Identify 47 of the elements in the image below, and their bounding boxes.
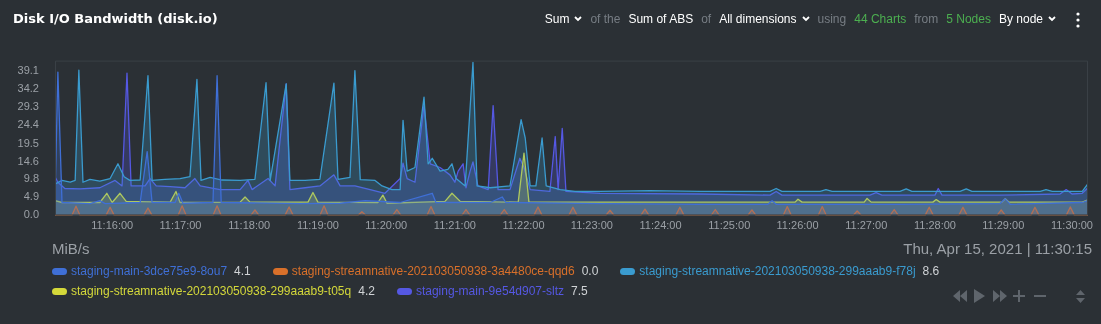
x-tick-label: 11:16:00: [91, 219, 134, 232]
y-tick-label: 24.4: [17, 118, 39, 131]
x-tick-label: 11:18:00: [228, 219, 271, 232]
text: Sum: [544, 12, 570, 26]
legend-label: staging-streamnative-202103050938-3a4480ce-qqd6: [291, 264, 575, 278]
y-tick-label: 9.8: [23, 172, 39, 185]
text: 7.5: [571, 284, 588, 298]
x-tick-label: 11:22:00: [502, 219, 545, 232]
text: 44 Charts: [854, 12, 907, 26]
chart-title: Disk I/O Bandwidth (disk.io): [13, 11, 218, 26]
x-tick-label: 11:25:00: [708, 219, 751, 232]
y-tick-label: 0.0: [23, 208, 39, 221]
text: Sum of ABS: [628, 12, 694, 26]
text: 5 Nodes: [946, 12, 991, 26]
text: 8.6: [922, 264, 940, 278]
x-tick-label: 11:17:00: [159, 219, 202, 232]
x-tick-label: 11:24:00: [639, 219, 682, 232]
y-tick-label: 14.6: [17, 154, 39, 167]
x-tick-label: 11:29:00: [982, 219, 1025, 232]
text: 0.0: [581, 264, 599, 278]
x-tick-label: 11:30:00: [1050, 219, 1093, 232]
x-tick-label: 11:20:00: [365, 219, 408, 232]
x-tick-label: 11:23:00: [570, 219, 613, 232]
y-tick-label: 34.2: [17, 82, 39, 95]
x-tick-label: 11:26:00: [776, 219, 819, 232]
text: Thu, Apr 15, 2021 | 11:30:15: [903, 240, 1092, 257]
x-tick-label: 11:21:00: [433, 219, 476, 232]
text: of the: [590, 12, 621, 26]
text: By node: [998, 12, 1043, 26]
y-tick-label: 4.9: [23, 190, 39, 203]
y-tick-label: 19.5: [17, 136, 39, 149]
text: of: [701, 12, 712, 26]
text: 4.2: [358, 284, 375, 298]
x-tick-label: 11:27:00: [845, 219, 888, 232]
x-tick-label: 11:28:00: [913, 219, 956, 232]
legend-label: staging-main-9e54d907-sltz: [415, 284, 564, 298]
y-tick-label: 29.3: [17, 100, 39, 113]
x-tick-label: 11:19:00: [296, 219, 339, 232]
text: from: [914, 12, 939, 26]
text: using: [817, 12, 847, 26]
legend-label: staging-streamnative-202103050938-299aaab9-f78j: [639, 264, 916, 278]
legend-label: staging-streamnative-202103050938-299aaab9-t05q: [71, 284, 352, 298]
text: 4.1: [234, 264, 251, 278]
text: All dimensions: [719, 12, 797, 26]
legend-label: staging-main-3dce75e9-8ou7: [71, 264, 228, 278]
y-tick-label: 39.1: [17, 64, 39, 77]
text: MiB/s: [52, 240, 90, 257]
